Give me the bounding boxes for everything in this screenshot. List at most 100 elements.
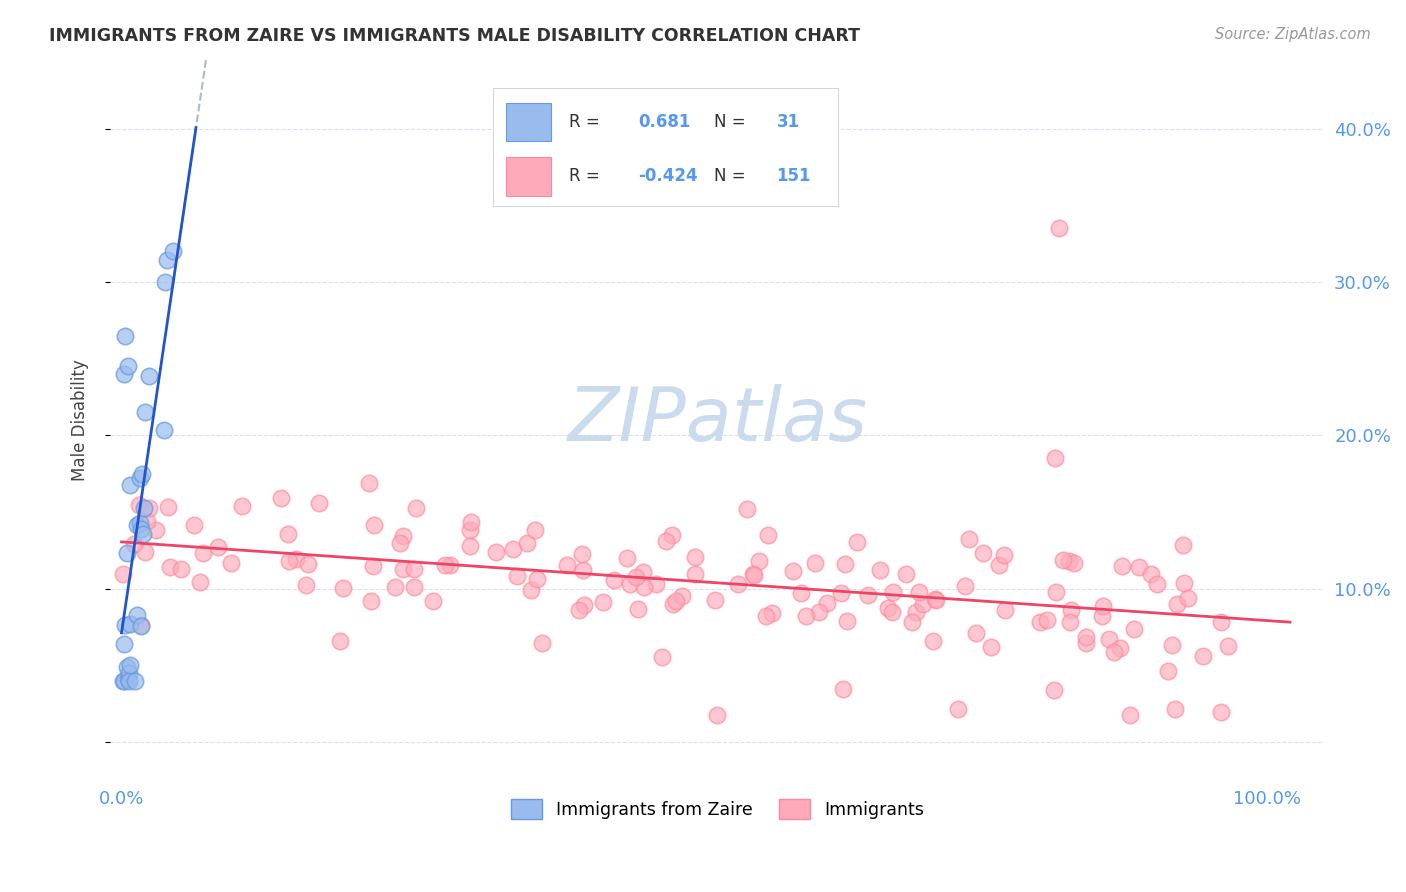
- Point: [138, 368, 160, 383]
- Point: [392, 528, 415, 542]
- Point: [845, 534, 868, 549]
- Point: [794, 608, 817, 623]
- Point: [112, 367, 135, 381]
- Point: [706, 707, 728, 722]
- Point: [360, 594, 382, 608]
- Point: [568, 603, 591, 617]
- Point: [120, 617, 142, 632]
- Point: [1161, 639, 1184, 653]
- Point: [665, 593, 688, 607]
- Point: [502, 542, 524, 557]
- Text: ZIPatlas: ZIPatlas: [567, 384, 868, 456]
- Point: [633, 565, 655, 579]
- Point: [120, 658, 142, 673]
- Point: [835, 614, 858, 628]
- Point: [602, 573, 624, 587]
- Point: [1122, 622, 1144, 636]
- Point: [901, 615, 924, 629]
- Point: [1211, 705, 1233, 719]
- Point: [894, 566, 917, 581]
- Point: [1043, 683, 1066, 698]
- Point: [834, 557, 856, 571]
- Point: [145, 523, 167, 537]
- Point: [1060, 603, 1083, 617]
- Point: [993, 548, 1015, 562]
- Point: [655, 533, 678, 548]
- Point: [735, 502, 758, 516]
- Point: [911, 597, 934, 611]
- Point: [389, 536, 412, 550]
- Point: [1216, 639, 1239, 653]
- Point: [1091, 609, 1114, 624]
- Point: [671, 589, 693, 603]
- Point: [405, 501, 427, 516]
- Point: [661, 597, 683, 611]
- Point: [458, 540, 481, 554]
- Point: [129, 523, 152, 537]
- Point: [1171, 539, 1194, 553]
- Point: [117, 660, 139, 674]
- Point: [869, 563, 891, 577]
- Point: [128, 471, 150, 485]
- Point: [1102, 645, 1125, 659]
- Point: [112, 673, 135, 688]
- Point: [191, 546, 214, 560]
- Point: [134, 545, 156, 559]
- Point: [755, 608, 778, 623]
- Point: [127, 608, 149, 623]
- Point: [124, 673, 146, 688]
- Point: [557, 558, 579, 573]
- Point: [170, 562, 193, 576]
- Point: [624, 569, 647, 583]
- Point: [790, 586, 813, 600]
- Point: [295, 578, 318, 592]
- Point: [645, 576, 668, 591]
- Point: [877, 601, 900, 615]
- Point: [756, 527, 779, 541]
- Point: [980, 640, 1002, 654]
- Point: [308, 496, 330, 510]
- Point: [858, 588, 880, 602]
- Point: [741, 567, 763, 582]
- Point: [987, 558, 1010, 572]
- Point: [155, 275, 177, 289]
- Point: [1146, 577, 1168, 591]
- Point: [131, 527, 153, 541]
- Point: [439, 558, 461, 572]
- Point: [284, 552, 307, 566]
- Point: [1157, 664, 1180, 678]
- Point: [619, 577, 641, 591]
- Legend: Immigrants from Zaire, Immigrants: Immigrants from Zaire, Immigrants: [503, 792, 931, 826]
- Point: [357, 475, 380, 490]
- Point: [882, 585, 904, 599]
- Point: [531, 635, 554, 649]
- Point: [804, 556, 827, 570]
- Point: [1173, 576, 1195, 591]
- Point: [1108, 641, 1130, 656]
- Point: [1209, 615, 1232, 630]
- Point: [1098, 632, 1121, 646]
- Point: [297, 557, 319, 571]
- Point: [460, 516, 482, 530]
- Point: [571, 563, 593, 577]
- Point: [117, 673, 139, 687]
- Point: [138, 500, 160, 515]
- Point: [506, 569, 529, 583]
- Point: [117, 359, 139, 374]
- Point: [132, 501, 155, 516]
- Text: Source: ZipAtlas.com: Source: ZipAtlas.com: [1215, 27, 1371, 42]
- Point: [727, 577, 749, 591]
- Point: [972, 546, 994, 560]
- Point: [946, 701, 969, 715]
- Point: [392, 562, 415, 576]
- Point: [523, 523, 546, 537]
- Point: [807, 605, 830, 619]
- Point: [1128, 560, 1150, 574]
- Point: [129, 619, 152, 633]
- Point: [907, 584, 929, 599]
- Point: [1029, 615, 1052, 630]
- Point: [953, 578, 976, 592]
- Point: [921, 634, 943, 648]
- Point: [572, 598, 595, 612]
- Point: [114, 328, 136, 343]
